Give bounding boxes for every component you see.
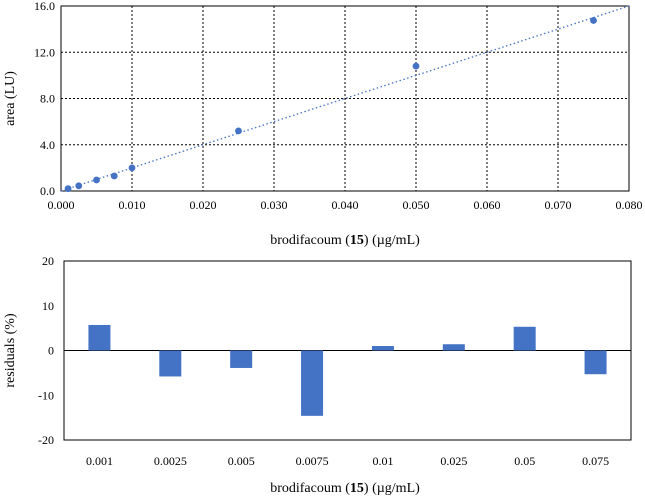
top-x-tick-label: 0.030 — [261, 198, 288, 212]
calibration-point — [93, 176, 100, 184]
top-x-tick-label: 0.070 — [545, 198, 572, 212]
top-x-tick-labels: 0.000 0.010 0.020 0.030 0.040 0.050 0.060 0.070… — [48, 198, 643, 212]
residual-bar — [442, 344, 465, 351]
top-y-tick-label: 12.0 — [34, 45, 55, 59]
bottom-x-tick-label: 0.0025 — [154, 454, 187, 468]
top-x-tick-label: 0.080 — [616, 198, 643, 212]
bottom-x-tick-label: 0.075 — [582, 454, 609, 468]
top-x-tick-label: 0.020 — [190, 198, 217, 212]
top-y-axis-label: area (LU) — [3, 71, 18, 126]
bottom-y-tick-label: 20 — [42, 254, 54, 268]
residual-bar — [371, 346, 394, 351]
bottom-x-tick-label: 0.005 — [228, 454, 255, 468]
residual-bar — [584, 350, 607, 375]
top-x-tick-label: 0.050 — [403, 198, 430, 212]
top-gridlines — [61, 6, 629, 191]
bottom-y-tick-label: 0 — [48, 344, 54, 358]
top-plot-frame — [60, 5, 630, 192]
top-x-tick-label: 0.010 — [119, 198, 146, 212]
bottom-y-tick-label: 10 — [42, 299, 54, 313]
top-y-tick-label: 0.0 — [40, 184, 55, 198]
bottom-x-tick-label: 0.001 — [86, 454, 113, 468]
top-y-tick-label: 4.0 — [40, 138, 55, 152]
calibration-point — [128, 164, 136, 172]
bottom-x-tick-label: 0.025 — [440, 454, 467, 468]
top-y-tick-labels: 0.0 4.0 8.0 12.0 16.0 — [34, 0, 55, 198]
calibration-scatter-chart: 0.04.08.012.016.0 0.000 0.010 0.020 0.030 0.… — [3, 0, 643, 248]
bottom-x-tick-labels: 0.001 0.0025 0.005 0.0075 0.01 0.025 0.05 0.075 — [86, 454, 609, 468]
bottom-x-tick-label: 0.05 — [514, 454, 535, 468]
residual-bar — [513, 326, 536, 351]
bottom-y-tick-labels: 20 10 0 -10 -20 — [38, 254, 54, 447]
residual-bar — [230, 350, 253, 368]
calibration-point — [75, 182, 83, 190]
residual-bar — [159, 350, 182, 377]
top-x-tick-label: 0.000 — [48, 198, 75, 212]
residual-bar — [88, 324, 111, 351]
calibration-point — [235, 127, 242, 135]
bottom-y-tick-label: -10 — [38, 388, 54, 402]
calibration-points — [64, 17, 597, 193]
calibration-point — [590, 17, 597, 24]
bottom-y-tick-label: -20 — [38, 433, 54, 447]
residual-bar — [301, 350, 324, 416]
top-y-tick-label: 16.0 — [34, 0, 55, 13]
top-x-tick-label: 0.060 — [474, 198, 501, 212]
top-y-tick-label: 8.0 — [40, 92, 55, 106]
calibration-point — [412, 62, 420, 70]
bottom-y-axis-label: residuals (%) — [3, 313, 18, 388]
bottom-x-axis-label: brodifacoum (15) (µg/mL) — [270, 481, 420, 496]
calibration-point — [110, 172, 118, 180]
calibration-point — [64, 185, 72, 193]
bottom-x-tick-label: 0.0075 — [296, 454, 329, 468]
top-x-tick-label: 0.040 — [332, 198, 359, 212]
residual-bars — [88, 324, 607, 416]
top-x-axis-label: brodifacoum (15) (µg/mL) — [270, 233, 420, 248]
bottom-x-tick-label: 0.01 — [372, 454, 393, 468]
